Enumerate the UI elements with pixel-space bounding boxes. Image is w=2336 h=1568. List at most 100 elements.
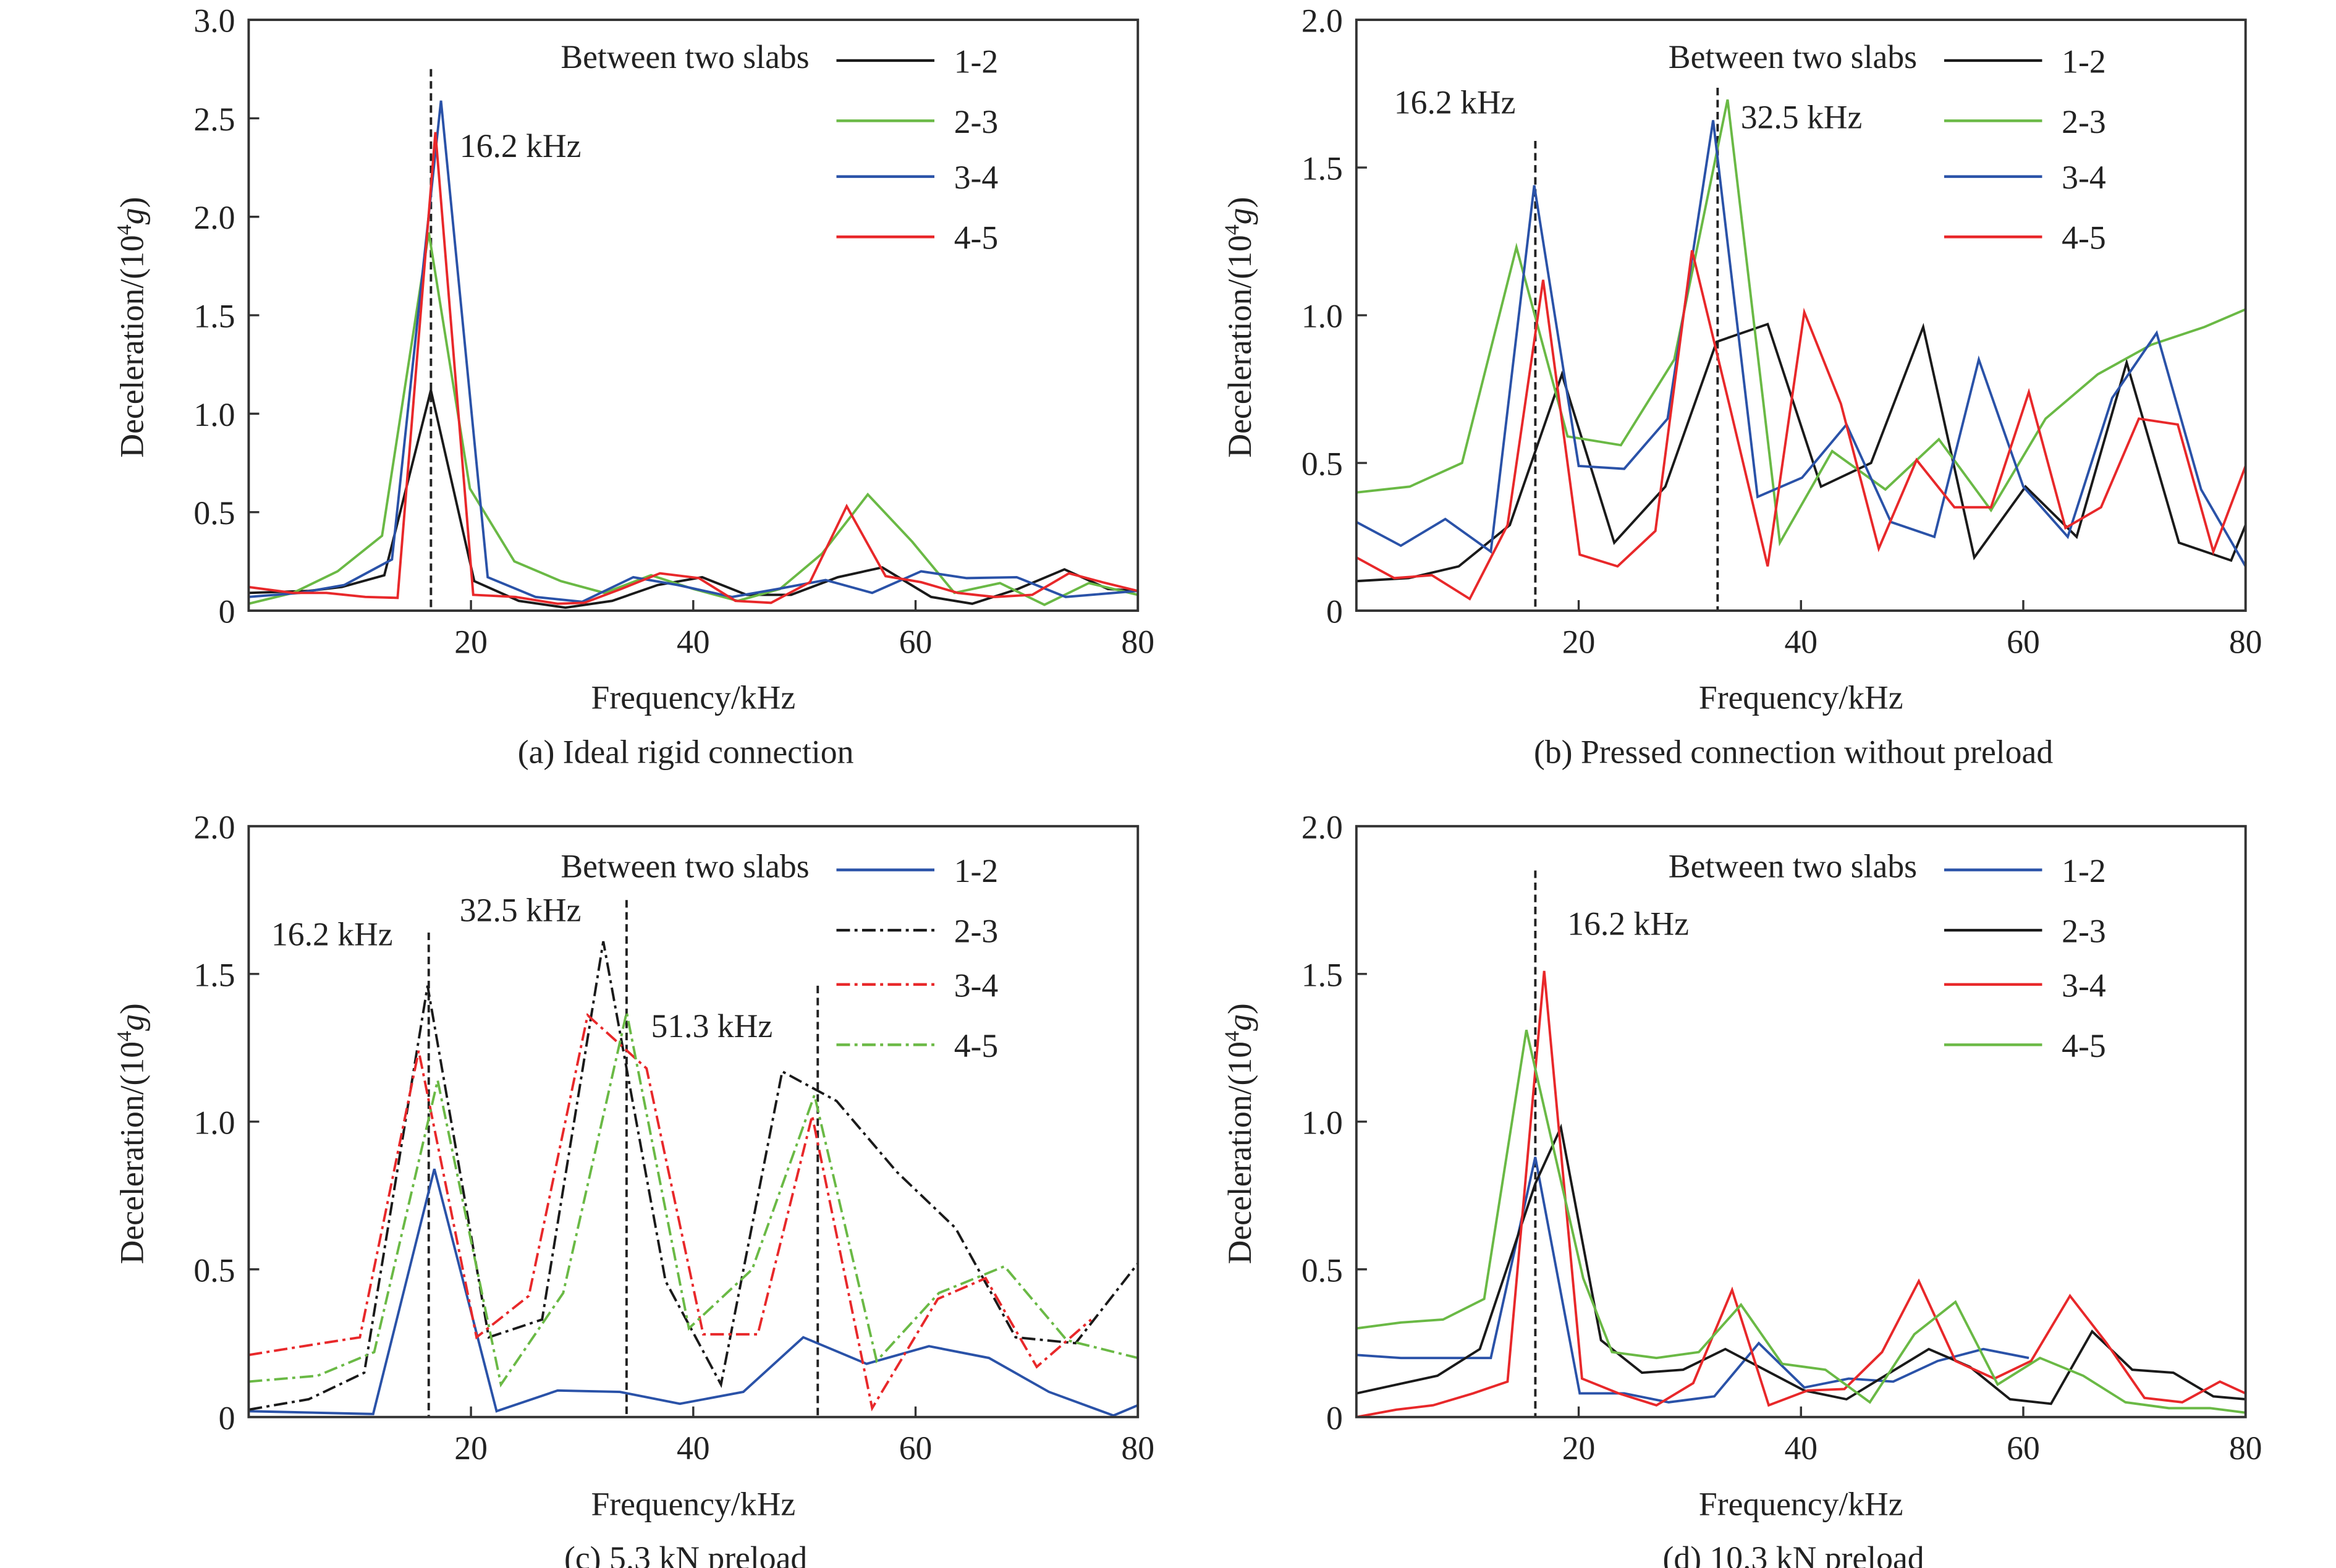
frequency-marker-label: 16.2 kHz: [460, 127, 582, 164]
y-axis-label-unit: g: [1221, 1014, 1258, 1031]
series-line-3-4: [248, 1012, 1092, 1412]
series-line-1-2: [1356, 1156, 2029, 1404]
legend-label: 1-2: [954, 43, 999, 80]
y-tick-label: 1.5: [1301, 956, 1343, 993]
legend-label: 4-5: [954, 219, 999, 256]
y-tick-label: 1.0: [193, 1104, 235, 1141]
x-tick-label: 40: [1784, 623, 1818, 660]
legend-label: 4-5: [2062, 1027, 2106, 1064]
y-axis-label-exponent: 4: [1221, 224, 1244, 235]
y-axis-label-prefix: Deceleration/(10: [114, 1041, 151, 1264]
y-tick-label: 0.5: [1301, 446, 1343, 483]
chart-panel-a: 16.2 kHz 1-2 2-3 3-4 4-5 Between two slabs 20 4…: [113, 2, 1154, 771]
legend-label: 2-3: [2062, 913, 2106, 950]
x-tick-label: 20: [1562, 1430, 1596, 1467]
legend-label: 4-5: [954, 1027, 999, 1064]
y-axis-label-unit: g: [1221, 208, 1258, 224]
x-tick-label: 80: [2229, 1430, 2262, 1467]
y-tick-label: 2.5: [193, 101, 235, 138]
legend-title: Between two slabs: [1669, 38, 1917, 75]
legend-title: Between two slabs: [561, 848, 809, 885]
y-axis-label: Deceleration/(104g): [113, 197, 151, 457]
series-line-4-5: [1355, 250, 2247, 601]
panel-caption: (b) Pressed connection without preload: [1534, 733, 2053, 770]
x-tick-label: 80: [2229, 623, 2262, 660]
legend-label: 3-4: [954, 159, 999, 196]
series-line-2-3: [1356, 99, 2246, 547]
x-tick-label: 40: [1784, 1430, 1818, 1467]
plot-frame: [247, 824, 1140, 1418]
x-tick-label: 20: [454, 623, 488, 660]
y-tick-label: 1.0: [193, 396, 235, 433]
chart-panel-b: 16.2 kHz 32.5 kHz 1-2 2-3 3-4 4-5 Between two …: [1221, 2, 2262, 771]
y-axis-label-suffix: ): [1221, 197, 1258, 208]
series-line-3-4: [248, 100, 1138, 603]
y-tick-label: 0.5: [193, 1252, 235, 1289]
x-tick-label: 20: [454, 1430, 488, 1467]
legend-label: 2-3: [2062, 103, 2106, 140]
y-tick-label: 1.5: [1301, 150, 1343, 187]
x-tick-label: 80: [1121, 1430, 1154, 1467]
legend-label: 4-5: [2062, 219, 2106, 256]
y-tick-label: 1.5: [193, 298, 235, 335]
y-axis-label-exponent: 4: [1221, 1031, 1244, 1041]
frequency-marker-label: 32.5 kHz: [1741, 99, 1863, 136]
frequency-marker-label: 51.3 kHz: [651, 1007, 773, 1045]
x-tick-label: 40: [677, 1430, 710, 1467]
x-axis-label: Frequency/kHz: [591, 679, 795, 716]
frequency-marker-label: 16.2 kHz: [271, 915, 393, 952]
series-line-3-4: [1355, 120, 2247, 567]
x-axis-label: Frequency/kHz: [1699, 1485, 1903, 1522]
x-tick-label: 80: [1121, 623, 1154, 660]
y-axis-label-prefix: Deceleration/(10: [1221, 235, 1258, 457]
y-tick-label: 0: [219, 593, 235, 630]
legend-label: 3-4: [2062, 159, 2106, 196]
y-axis-label-unit: g: [114, 1014, 151, 1031]
series-line-3-4: [1356, 970, 2246, 1418]
y-tick-label: 0: [1326, 1399, 1343, 1436]
series-line-4-5: [1356, 1030, 2246, 1414]
legend-label: 1-2: [2062, 43, 2106, 80]
series-line-2-3: [1356, 1123, 2246, 1405]
x-axis-label: Frequency/kHz: [591, 1485, 795, 1522]
panel-caption: (a) Ideal rigid connection: [518, 733, 854, 770]
y-tick-label: 3.0: [193, 2, 235, 40]
y-axis-label-suffix: ): [114, 1003, 151, 1014]
y-axis-label-unit: g: [114, 208, 151, 224]
y-tick-label: 2.0: [1301, 2, 1343, 40]
x-tick-label: 20: [1562, 623, 1596, 660]
series-line-4-5: [248, 132, 1138, 605]
x-tick-label: 60: [899, 1430, 933, 1467]
series-line-2-3: [248, 941, 1139, 1411]
legend-label: 3-4: [2062, 967, 2106, 1004]
y-axis-label-exponent: 4: [113, 224, 136, 235]
y-axis-label: Deceleration/(104g): [1221, 197, 1259, 457]
y-axis-label: Deceleration/(104g): [113, 1003, 151, 1264]
y-tick-label: 1.5: [193, 956, 235, 993]
plot-frame: [247, 19, 1140, 612]
y-axis-label-prefix: Deceleration/(10: [1221, 1041, 1258, 1264]
y-axis-label-prefix: Deceleration/(10: [114, 235, 151, 457]
y-axis-label-suffix: ): [114, 197, 151, 208]
plot-frame: [1355, 824, 2247, 1418]
frequency-marker-label: 16.2 kHz: [1567, 905, 1689, 942]
y-tick-label: 2.0: [193, 808, 235, 845]
legend-label: 2-3: [954, 103, 999, 140]
frequency-marker-label: 16.2 kHz: [1394, 83, 1516, 121]
y-axis-label: Deceleration/(104g): [1221, 1003, 1259, 1264]
series-line-1-2: [1356, 322, 2247, 583]
y-tick-label: 0.5: [1301, 1252, 1343, 1289]
y-axis-label-exponent: 4: [113, 1031, 136, 1041]
y-tick-label: 2.0: [193, 199, 235, 236]
chart-panel-c: 16.2 kHz 32.5 kHz 51.3 kHz 1-2 2-3 3-4 4-5 Betw…: [113, 808, 1154, 1568]
y-tick-label: 1.0: [1301, 1104, 1343, 1141]
legend-title: Between two slabs: [1669, 848, 1917, 885]
legend-label: 2-3: [954, 913, 999, 950]
legend-label: 3-4: [954, 967, 999, 1004]
x-tick-label: 40: [677, 623, 710, 660]
series-line-4-5: [248, 1012, 1138, 1388]
x-tick-label: 60: [899, 623, 933, 660]
y-tick-label: 0.5: [193, 494, 235, 532]
legend-title: Between two slabs: [561, 38, 809, 75]
